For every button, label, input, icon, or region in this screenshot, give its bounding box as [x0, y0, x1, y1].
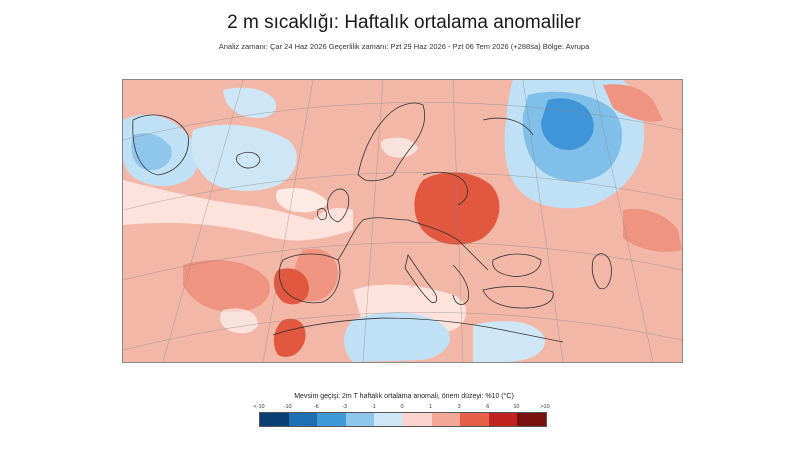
- legend-title: Mevsim geçişi: 2m T haftalık ortalama an…: [294, 393, 514, 400]
- anomaly-map: [122, 79, 683, 363]
- cold-zone-north-atlantic: [191, 124, 297, 192]
- cold-zone-egypt: [473, 321, 545, 362]
- legend-swatch: [260, 413, 289, 426]
- legend-swatch: [317, 413, 346, 426]
- legend-tick-label: 0: [400, 404, 404, 410]
- legend-tick-label: -6: [313, 404, 319, 410]
- legend-tick-label: 1: [429, 404, 433, 410]
- legend-tick-label: -10: [283, 404, 292, 410]
- cold-zone-norway-sea: [223, 87, 277, 118]
- cold-core-greenland: [131, 133, 172, 171]
- warm-core-iberia: [273, 268, 309, 305]
- legend-swatch: [402, 413, 432, 426]
- legend-swatch: [517, 413, 546, 426]
- warm-zone-central-asia: [623, 208, 682, 252]
- legend-swatch: [488, 413, 518, 426]
- legend-tick-label: 3: [457, 404, 461, 410]
- legend-swatch: [345, 413, 375, 426]
- legend-colorbar: [259, 412, 547, 427]
- legend-tick-label: <-10: [253, 404, 265, 410]
- legend-ticks: <-10 -10 -6 -3 -1 0 1 3 6 10 >10: [253, 404, 549, 413]
- insignificant-zone-1: [276, 188, 328, 213]
- map-subtitle: Analiz zamanı: Çar 24 Haz 2026 Geçerlili…: [218, 42, 590, 51]
- coastlines: [132, 102, 612, 343]
- legend-swatch: [374, 413, 403, 426]
- legend-swatch: [288, 413, 318, 426]
- graticule: [123, 80, 682, 362]
- warm-zone-atlantic: [183, 260, 270, 313]
- warm-core-central-europe: [414, 172, 500, 245]
- legend-tick-label: 10: [513, 404, 520, 410]
- legend-swatch: [460, 413, 489, 426]
- warm-zone-arctic-russia: [603, 84, 663, 122]
- cold-core-russia: [541, 98, 594, 150]
- legend-tick-label: >10: [540, 404, 550, 410]
- legend-tick-label: -3: [342, 404, 348, 410]
- insignificant-zone-2: [380, 137, 418, 158]
- legend-tick-label: 6: [486, 404, 490, 410]
- legend-tick-label: -1: [370, 404, 376, 410]
- insignificant-zone-3: [220, 308, 258, 334]
- map-title: 2 m sıcaklığı: Haftalık ortalama anomali…: [227, 12, 581, 33]
- neutral-zone-north-atlantic: [123, 180, 353, 241]
- anomaly-map-svg: [123, 80, 682, 362]
- cold-zone-north-africa: [344, 312, 451, 362]
- legend-swatch: [431, 413, 461, 426]
